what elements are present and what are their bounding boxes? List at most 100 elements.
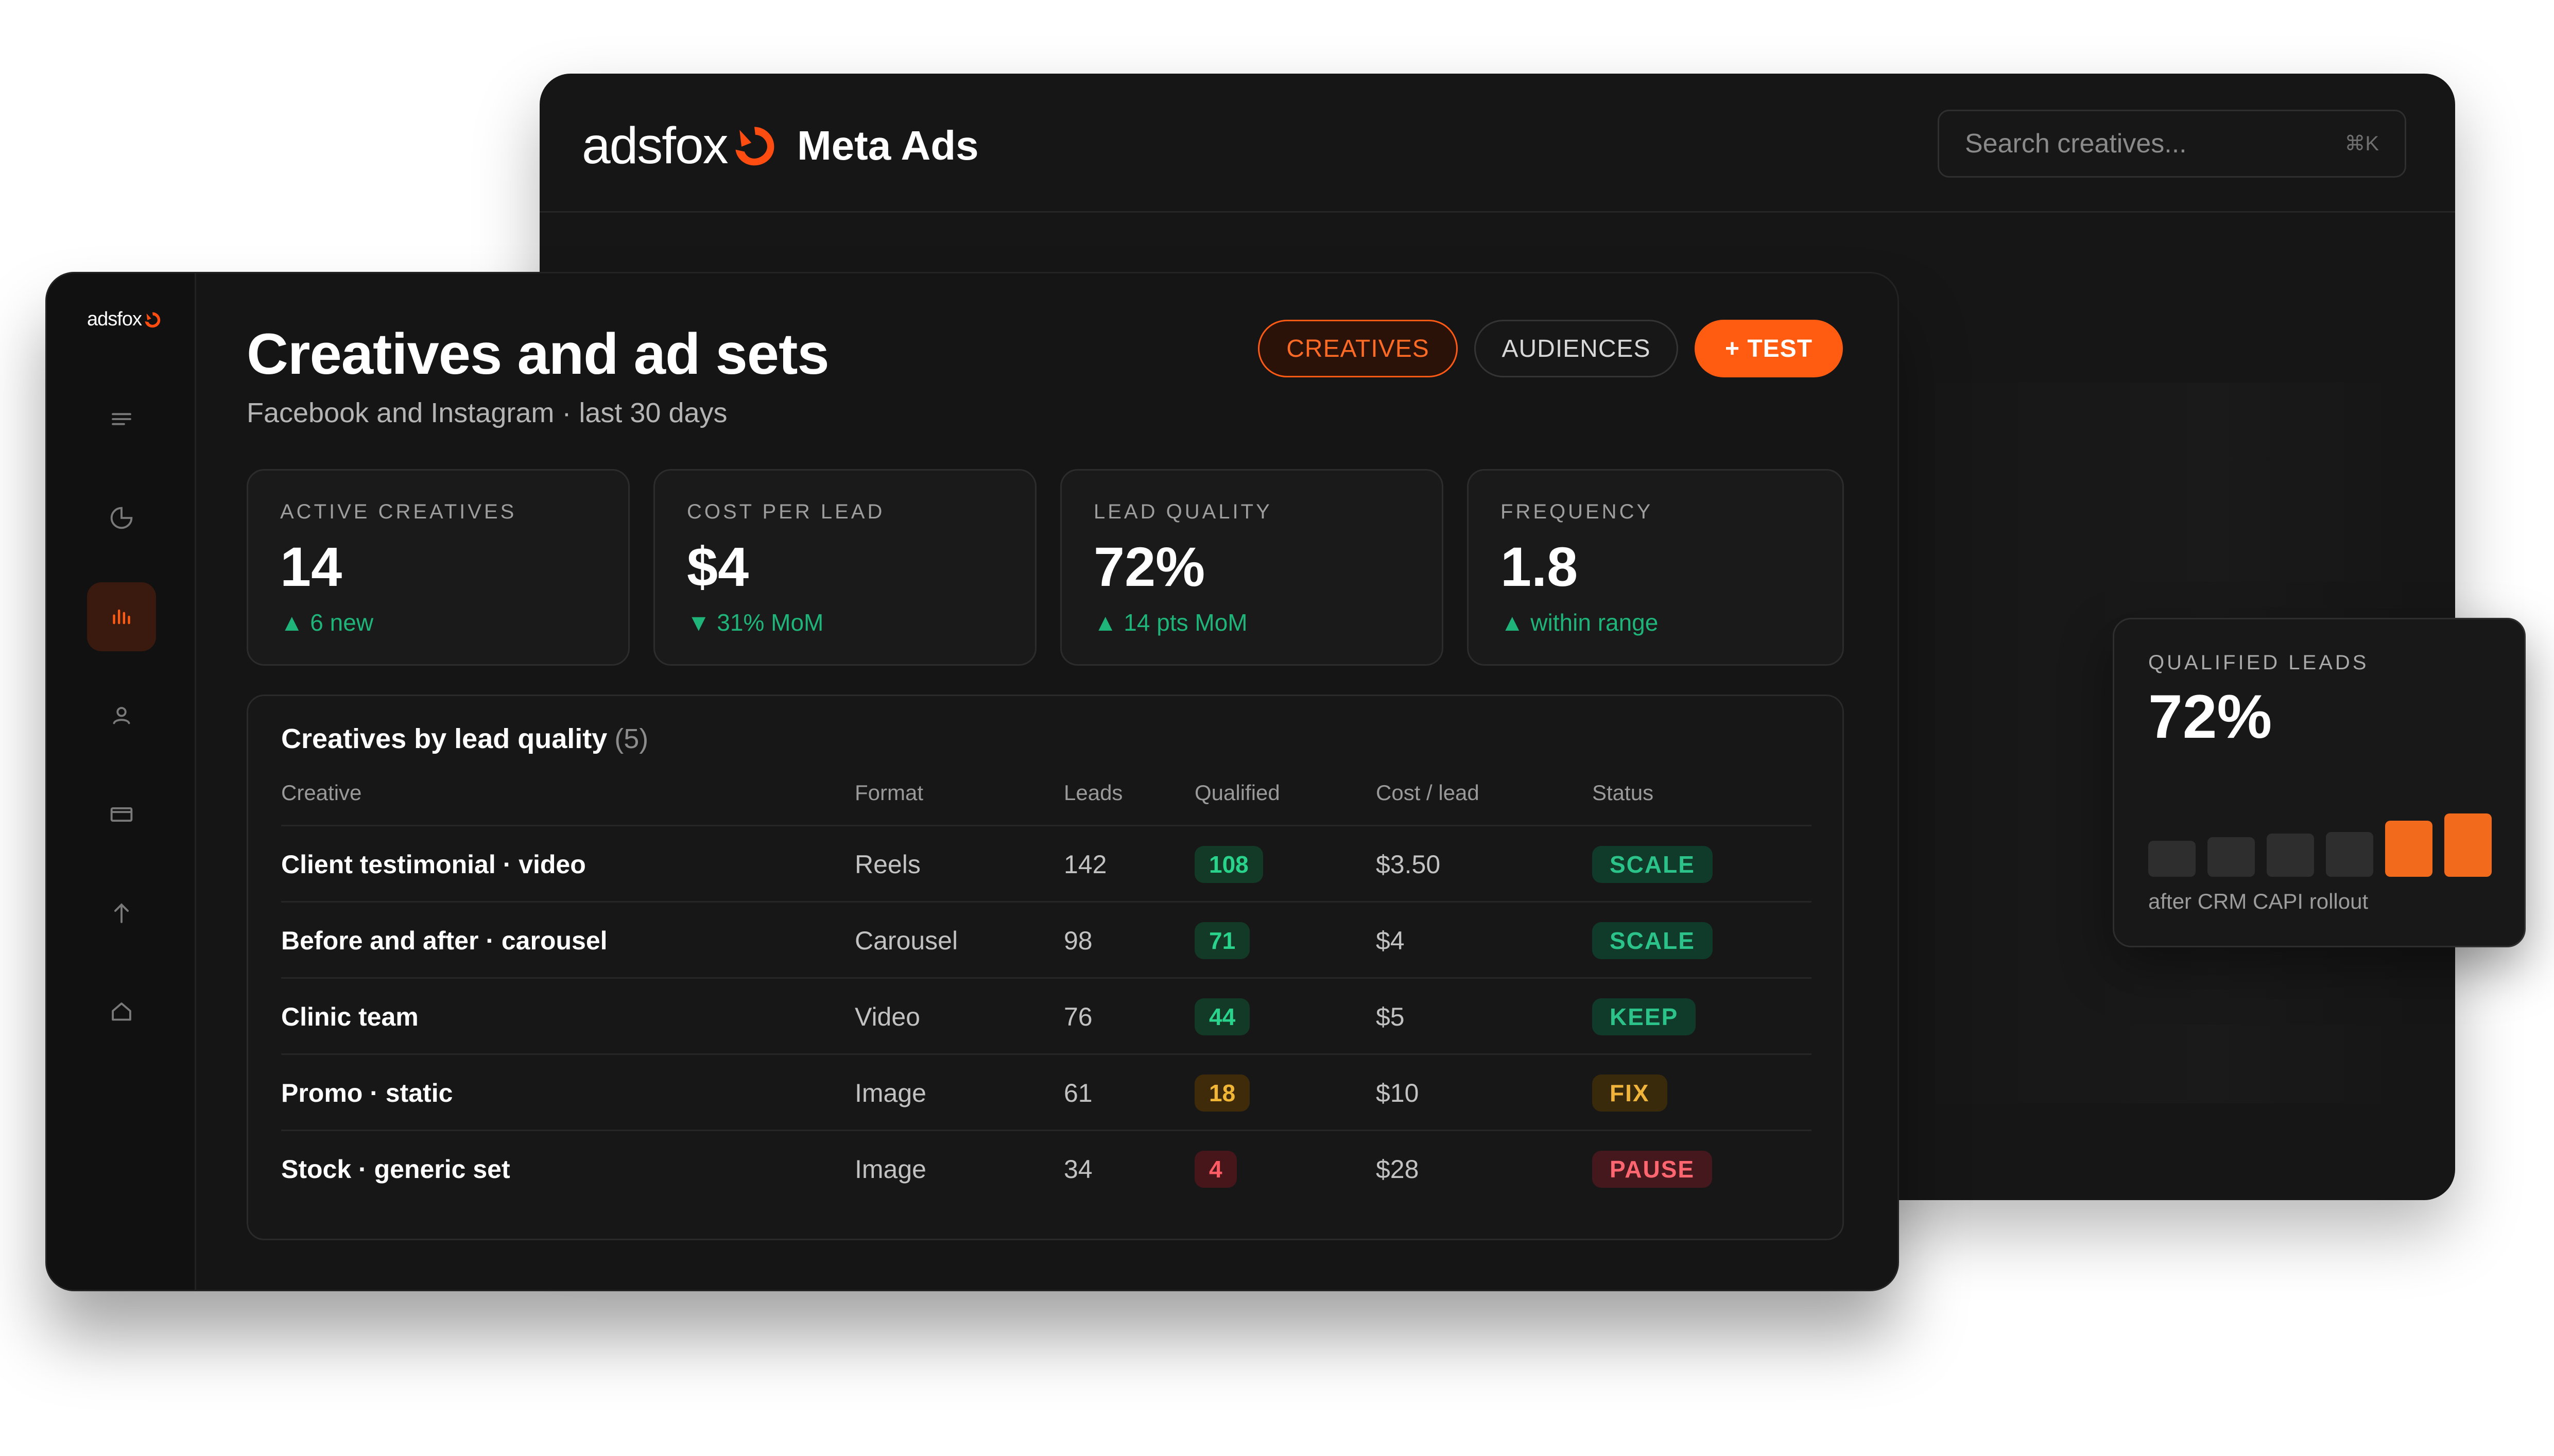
column-header[interactable]: Leads [1064,781,1123,805]
search-box[interactable]: ⌘K [1938,110,2406,178]
menu-icon [112,413,131,425]
creative-status: FIX [1592,1055,1667,1131]
kpi-label: COST PER LEAD [687,500,885,523]
kpi-value: 14 [280,535,342,598]
kpi-delta: ▼ 31% MoM [687,609,824,636]
status-badge[interactable]: PAUSE [1592,1151,1713,1188]
kpi-label: ACTIVE CREATIVES [280,500,517,523]
app-header: adsfox Meta Ads ⌘K [540,74,2455,213]
column-header[interactable]: Creative [281,781,362,805]
nav-analytics[interactable] [87,582,156,651]
nav-upload[interactable] [87,879,156,948]
search-input[interactable] [1965,128,2325,159]
tab-creatives[interactable]: CREATIVES [1258,320,1458,377]
qualified-leads-bar [2267,834,2314,877]
table-count: (5) [614,723,649,754]
page-title: Creatives and ad sets [247,322,830,386]
creatives-table: Creatives by lead quality (5) Creative Fo… [247,695,1844,1240]
qualified-badge: 4 [1195,1151,1237,1188]
creative-format: Image [855,1155,926,1184]
brand-logo[interactable]: adsfox [582,115,779,177]
creative-status: SCALE [1592,903,1713,979]
status-badge[interactable]: SCALE [1592,846,1713,883]
kpi-value: 1.8 [1500,535,1578,598]
creative-status: SCALE [1592,826,1713,903]
qualified-badge: 18 [1195,1074,1250,1112]
creative-name: Promo · static [281,1079,453,1107]
creative-cost: $5 [1376,1002,1405,1031]
kpi-card: ACTIVE CREATIVES 14 ▲ 6 new [247,469,630,666]
creative-cost: $4 [1376,926,1405,955]
creative-qualified: 71 [1195,903,1250,979]
creative-status: KEEP [1592,979,1696,1055]
creative-name: Client testimonial · video [281,850,586,879]
table-row[interactable]: Stock · generic set Image 34 4 $28 PAUSE [281,1130,1811,1206]
kpi-label: LEAD QUALITY [1094,500,1272,523]
home-icon [112,1002,131,1021]
qualified-badge: 44 [1195,998,1250,1035]
creative-leads: 142 [1064,850,1107,879]
kpi-delta: ▲ 6 new [280,609,374,636]
creative-format: Video [855,1002,920,1031]
nav-audience[interactable] [87,681,156,750]
search-shortcut: ⌘K [2344,132,2379,155]
fox-logo-icon [145,312,161,327]
nav-home[interactable] [87,978,156,1047]
sidebar-logo[interactable]: adsfox [87,308,162,331]
creative-name: Before and after · carousel [281,926,608,955]
kpi-value: $4 [687,535,749,598]
card-icon [110,807,133,822]
user-icon [113,707,130,724]
column-header[interactable]: Format [855,781,924,805]
table-row[interactable]: Promo · static Image 61 18 $10 FIX [281,1053,1811,1130]
sidebar: adsfox [47,273,196,1290]
table-row[interactable]: Before and after · carousel Carousel 98 71 $… [281,901,1811,977]
qualified-badge: 108 [1195,846,1263,883]
creative-name: Stock · generic set [281,1155,510,1184]
creative-leads: 98 [1064,926,1093,955]
creative-format: Carousel [855,926,958,955]
tab-audiences[interactable]: AUDIENCES [1474,320,1678,377]
nav-billing[interactable] [87,780,156,849]
qualified-leads-bar [2148,841,2196,877]
creative-name: Clinic team [281,1002,419,1031]
creative-qualified: 44 [1195,979,1250,1055]
nav-menu[interactable] [87,385,156,454]
app-title: Meta Ads [797,123,979,168]
creative-status: PAUSE [1592,1131,1713,1207]
creative-qualified: 18 [1195,1055,1250,1131]
qualified-leads-label: QUALIFIED LEADS [2148,651,2369,674]
main-content: Creatives and ad sets Facebook and Insta… [196,273,1897,1290]
table-row[interactable]: Client testimonial · video Reels 142 108 $3.… [281,825,1811,901]
kpi-value: 72% [1094,535,1205,598]
front-window: adsfox [45,272,1899,1291]
column-header[interactable]: Cost / lead [1376,781,1479,805]
column-header[interactable]: Status [1592,781,1654,805]
add-test-button[interactable]: + TEST [1695,320,1843,377]
creative-format: Reels [855,850,921,879]
creative-cost: $3.50 [1376,850,1441,879]
kpi-delta: ▲ 14 pts MoM [1094,609,1248,636]
creative-leads: 76 [1064,1002,1093,1031]
status-badge[interactable]: KEEP [1592,998,1696,1035]
qualified-leads-bar [2385,821,2432,877]
creative-leads: 61 [1064,1079,1093,1107]
qualified-leads-caption: after CRM CAPI rollout [2148,889,2369,913]
kpi-delta: ▲ within range [1500,609,1659,636]
table-title-text: Creatives by lead quality [281,723,608,754]
status-badge[interactable]: FIX [1592,1074,1667,1112]
qualified-leads-bar [2207,837,2255,877]
fox-logo-icon [735,127,774,166]
page-subtitle: Facebook and Instagram · last 30 days [247,397,728,428]
kpi-card: LEAD QUALITY 72% ▲ 14 pts MoM [1060,469,1443,666]
status-badge[interactable]: SCALE [1592,922,1713,959]
kpi-card: COST PER LEAD $4 ▼ 31% MoM [653,469,1037,666]
table-row[interactable]: Clinic team Video 76 44 $5 KEEP [281,977,1811,1053]
table-title: Creatives by lead quality (5) [281,723,648,755]
creative-leads: 34 [1064,1155,1093,1184]
column-header[interactable]: Qualified [1195,781,1280,805]
qualified-leads-bars [2148,805,2493,877]
creative-qualified: 108 [1195,826,1263,903]
nav-reports[interactable] [87,483,156,552]
